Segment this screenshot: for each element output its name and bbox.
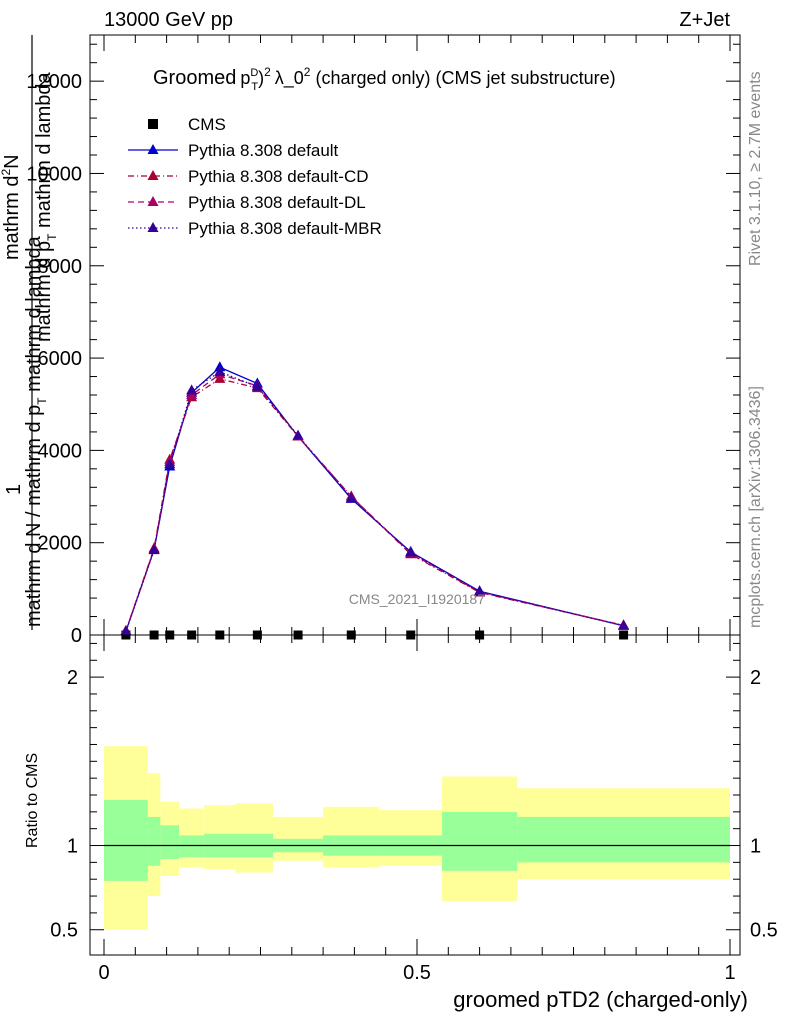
process-label: Z+Jet xyxy=(679,9,730,31)
series-marker-4 xyxy=(345,492,357,503)
ratio-band-yellow xyxy=(273,816,324,861)
ylabel-bottom: mathrm d N / mathrm d pT mathrm d lambda xyxy=(23,235,49,627)
plot-title-prefix: Groomed xyxy=(153,67,236,89)
ratio-y-tick-label: 2 xyxy=(67,667,78,689)
ratio-ticks: 0 0.5 1 0.5 0.5 1 1 2 2 xyxy=(50,635,778,984)
legend-label: Pythia 8.308 default-DL xyxy=(188,193,366,212)
plot-title: Groomed pD T)2 λ_02 (charged only) (CMS jet… xyxy=(153,65,616,93)
ratio-y-label: Ratio to CMS xyxy=(24,753,41,848)
series-marker-4 xyxy=(292,429,304,440)
main-y-label: 1 mathrm d2N mathrm d pT mathrm d lambda… xyxy=(0,35,59,630)
ratio-bands xyxy=(104,746,730,930)
main-y-ticks: 0 2000 4000 6000 8000 10000 12000 xyxy=(26,43,740,647)
ratio-y-tick-label-right: 0.5 xyxy=(750,920,778,942)
legend-label: CMS xyxy=(188,115,226,134)
mcplots-label: mcplots.cern.ch [arXiv:1306.3436] xyxy=(747,386,764,628)
ratio-x-tick-label: 0.5 xyxy=(403,962,431,984)
legend-label: Pythia 8.308 default-MBR xyxy=(188,219,382,238)
legend-label: Pythia 8.308 default xyxy=(188,141,339,160)
main-y-tick-label: 2000 xyxy=(38,533,83,555)
ratio-band-green xyxy=(147,816,161,866)
watermark-label: CMS_2021_I1920187 xyxy=(349,591,485,607)
ratio-x-tick-label: 0 xyxy=(98,962,109,984)
main-y-tick-label: 10000 xyxy=(26,163,82,185)
ratio-x-tick-label: 1 xyxy=(724,962,735,984)
series-marker-4 xyxy=(148,544,160,555)
main-y-tick-label: 12000 xyxy=(26,71,82,93)
ratio-y-tick-label: 1 xyxy=(67,836,78,858)
legend-marker-cms xyxy=(148,119,158,129)
ratio-band-green xyxy=(104,800,148,881)
legend: CMS Pythia 8.308 default Pythia 8.308 defa… xyxy=(128,115,382,238)
main-y-tick-label: 8000 xyxy=(38,256,83,278)
series-marker-4 xyxy=(405,546,417,557)
main-y-tick-label: 6000 xyxy=(38,348,83,370)
ratio-band-green xyxy=(442,811,518,871)
legend-marker xyxy=(147,222,159,232)
ylabel-one: 1 xyxy=(3,484,25,495)
series-marker-4 xyxy=(251,380,263,391)
ratio-y-tick-label-right: 1 xyxy=(750,836,761,858)
series-marker-4 xyxy=(618,619,630,630)
ratio-y-tick-label-right: 2 xyxy=(750,667,761,689)
ratio-band-green xyxy=(160,825,180,859)
ylabel-numerator: mathrm d2N xyxy=(0,154,23,260)
rivet-label: Rivet 3.1.10, ≥ 2.7M events xyxy=(747,71,764,266)
legend-marker xyxy=(147,170,159,180)
ylabel-denominator: mathrm d pT mathrm d lambda xyxy=(33,71,59,342)
series-marker-4 xyxy=(164,458,176,469)
x-axis-label: groomed pTD2 (charged-only) xyxy=(453,987,748,1012)
series-marker-4 xyxy=(474,585,486,596)
legend-marker xyxy=(147,196,159,206)
legend-label: Pythia 8.308 default-CD xyxy=(188,167,369,186)
series-marker-4 xyxy=(214,365,226,376)
series-marker-4 xyxy=(120,625,132,636)
main-y-tick-label: 0 xyxy=(71,625,82,647)
ratio-y-tick-label: 0.5 xyxy=(50,920,78,942)
series-marker-4 xyxy=(186,384,198,395)
legend-marker xyxy=(147,144,159,154)
ratio-band-green xyxy=(517,816,730,863)
ratio-band-green xyxy=(179,835,205,858)
main-y-tick-label: 4000 xyxy=(38,440,83,462)
energy-label: 13000 GeV pp xyxy=(104,9,233,31)
